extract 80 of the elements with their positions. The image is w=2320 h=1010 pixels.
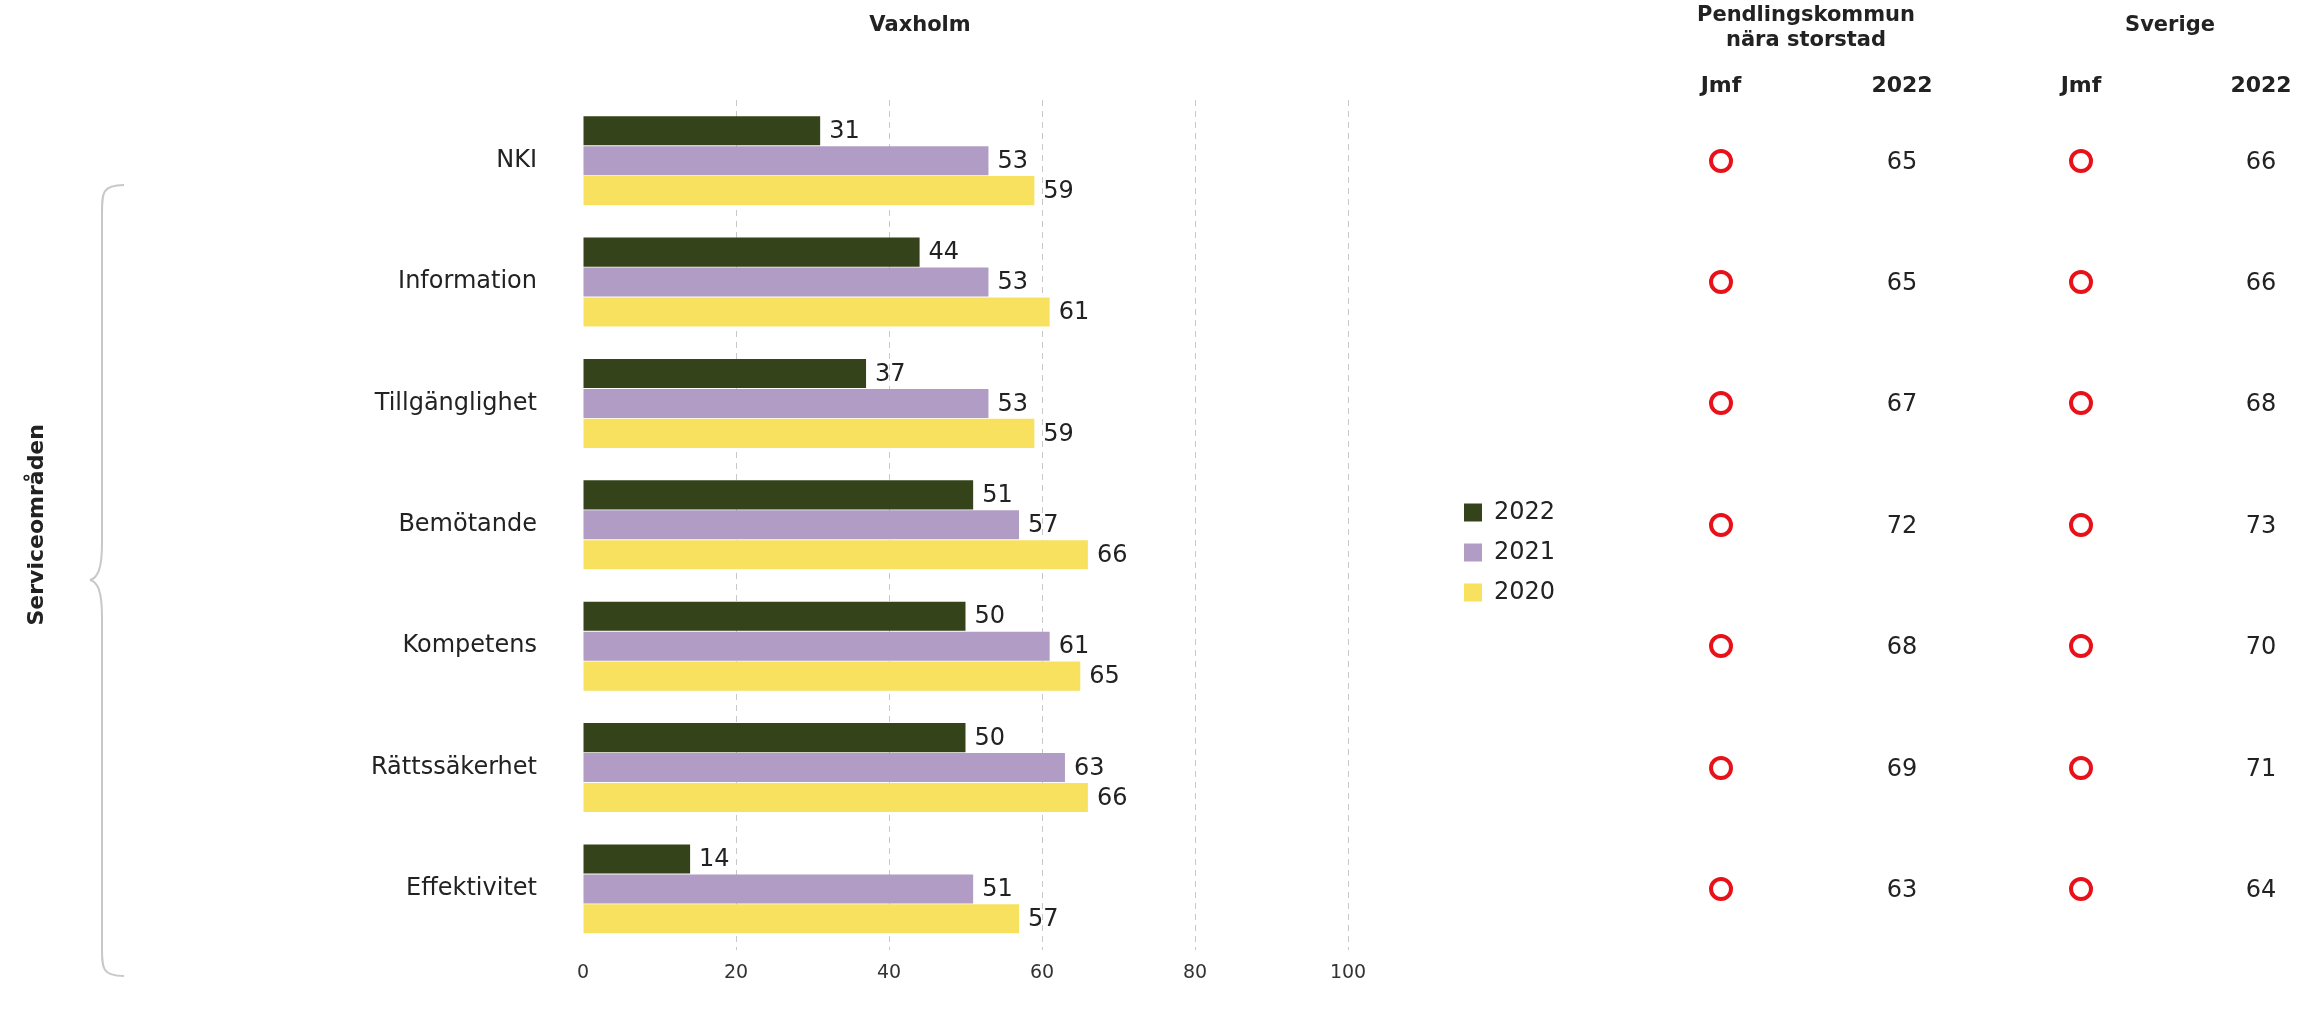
x-tick-label: 80	[1182, 959, 1208, 982]
chart-title: Sverige	[2124, 12, 2216, 37]
bar	[583, 237, 920, 267]
data-label: 68	[1885, 631, 1919, 662]
x-tick-label: Jmf	[1698, 72, 1743, 97]
data-label: 65	[1885, 267, 1919, 298]
x-tick-label: 60	[1029, 959, 1055, 982]
bar	[583, 661, 1081, 691]
data-label: 59	[1043, 175, 1074, 204]
data-label: 44	[928, 237, 960, 266]
legend-label: 2022	[1494, 496, 1556, 525]
data-label: 63	[1885, 873, 1919, 904]
data-label: 57	[1028, 510, 1059, 539]
legend-label: 2021	[1494, 536, 1556, 565]
y-tick-label: NKI	[496, 144, 537, 173]
x-tick-label: 0	[576, 959, 590, 982]
data-label: 53	[997, 267, 1028, 296]
data-label: 51	[982, 874, 1013, 903]
data-label: 53	[997, 388, 1028, 417]
bar	[583, 510, 1020, 540]
y-tick-label: Tillgänglighet	[373, 387, 537, 416]
y-tick-label: Bemötande	[398, 509, 537, 538]
data-label: 37	[875, 358, 906, 387]
data-label: 67	[1885, 388, 1919, 419]
y-tick-label: Information	[398, 266, 537, 295]
data-label: 64	[2244, 873, 2278, 904]
data-label: 51	[982, 480, 1013, 509]
bar	[583, 723, 966, 753]
x-tick-label: Jmf	[2058, 72, 2103, 97]
bar	[583, 418, 1035, 448]
bar	[583, 782, 1088, 812]
bar	[583, 176, 1035, 206]
data-label: 59	[1043, 418, 1074, 447]
data-label: 69	[1885, 752, 1919, 783]
bar	[583, 116, 821, 146]
data-label: 72	[1885, 509, 1919, 540]
bar	[583, 904, 1020, 934]
data-label: 61	[1058, 631, 1090, 660]
bar	[583, 358, 867, 389]
bar	[583, 874, 974, 904]
x-tick-label: 40	[876, 959, 902, 982]
x-tick-label: 20	[723, 959, 749, 982]
y-axis-title: Serviceområden	[22, 424, 48, 626]
bar	[583, 540, 1088, 570]
data-label: 70	[2244, 631, 2278, 662]
data-label: 66	[2244, 267, 2278, 298]
data-label: 53	[997, 145, 1028, 174]
data-label: 65	[1885, 145, 1919, 176]
data-label: 50	[974, 722, 1006, 751]
x-tick-label: 100	[1329, 959, 1367, 982]
data-label: 66	[1096, 782, 1128, 811]
data-label: 66	[2244, 145, 2278, 176]
chart-title: Vaxholm	[868, 12, 972, 37]
data-label: 57	[1028, 904, 1059, 933]
data-label: 63	[1073, 752, 1105, 781]
y-tick-label: Kompetens	[402, 630, 537, 659]
data-label: 31	[829, 115, 860, 144]
data-label: 71	[2244, 752, 2278, 783]
data-label: 66	[1096, 539, 1128, 568]
chart-title: Pendlingskommun nära storstad	[1696, 2, 1916, 52]
data-label: 65	[1089, 661, 1120, 690]
data-label: 68	[2244, 388, 2278, 419]
data-label: 61	[1058, 297, 1090, 326]
bar	[583, 631, 1050, 661]
bar	[583, 844, 691, 874]
bar	[583, 146, 989, 176]
bar	[583, 753, 1065, 783]
bar	[583, 297, 1050, 327]
data-label: 14	[699, 844, 730, 873]
y-tick-label: Effektivitet	[406, 873, 537, 902]
legend-label: 2020	[1494, 576, 1556, 605]
y-tick-label: Rättssäkerhet	[370, 751, 537, 780]
bar	[583, 267, 989, 297]
data-label: 50	[974, 601, 1006, 630]
bar	[583, 480, 974, 510]
x-tick-label: 2022	[2229, 72, 2293, 97]
bar	[583, 388, 989, 418]
x-tick-label: 2022	[1870, 72, 1934, 97]
data-label: 73	[2244, 509, 2278, 540]
bar	[583, 601, 966, 631]
